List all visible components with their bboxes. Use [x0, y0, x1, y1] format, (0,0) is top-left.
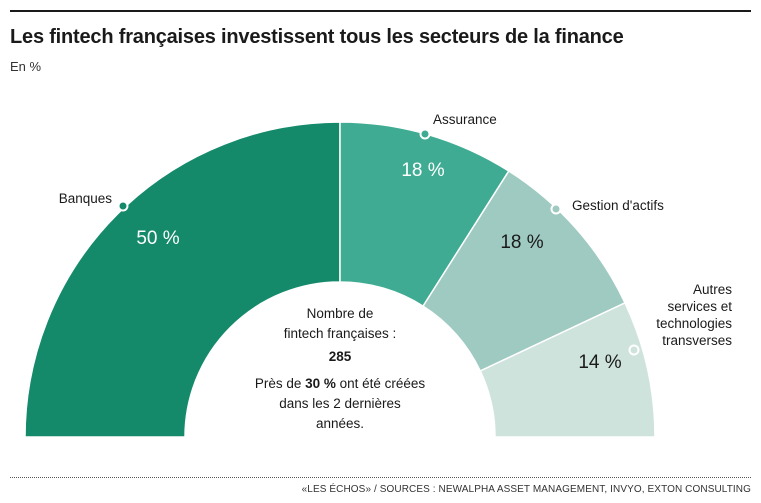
chart-unit: En %	[10, 59, 42, 74]
slice-autres-services-et-technologies-transverses	[479, 301, 656, 438]
marker-gestion-d-actifs	[550, 203, 562, 215]
center-text: Nombre de fintech françaises : 285 Près …	[255, 306, 426, 431]
center-line-1: Nombre de	[307, 306, 374, 321]
value-labels: 50 % 18 % 18 % 14 %	[136, 160, 621, 373]
center-note-line-1: Près de 30 % ont été créées	[255, 376, 426, 391]
category-label-assurance: Assurance	[433, 112, 497, 127]
center-note-bold: 30 %	[305, 376, 336, 391]
slice-banques	[24, 121, 341, 438]
marker-assurance	[419, 128, 431, 140]
bottom-rule	[10, 477, 751, 478]
center-line-2: fintech françaises :	[284, 326, 397, 341]
marker-banques	[117, 200, 129, 212]
category-labels: Banques Assurance Gestion d'actifs Autres se…	[59, 112, 733, 348]
value-label-autres-services-et-technologies-transverses: 14 %	[578, 352, 621, 373]
center-count: 285	[329, 349, 352, 364]
chart-title: Les fintech françaises investissent tous…	[10, 26, 624, 48]
category-label-gestion-d-actifs: Gestion d'actifs	[572, 198, 664, 213]
value-label-banques: 50 %	[136, 228, 179, 249]
marker-autres-services-et-technologies-transverses	[628, 344, 640, 356]
value-label-assurance: 18 %	[401, 160, 444, 181]
source-credit: «LES ÉCHOS» / SOURCES : NEWALPHA ASSET M…	[301, 484, 751, 495]
center-note-line-2: dans les 2 dernières	[279, 396, 401, 411]
center-note-post: ont été créées	[336, 376, 426, 391]
slices-layer	[24, 121, 656, 438]
value-label-gestion-d-actifs: 18 %	[500, 232, 543, 253]
category-label-banques: Banques	[59, 191, 113, 206]
category-label-autres-services-et-technologies-transverses: Autres services et technologies transverses	[656, 282, 732, 348]
markers-layer	[117, 128, 640, 356]
center-note-line-3: années.	[316, 416, 364, 431]
top-rule	[10, 10, 751, 12]
center-note-pre: Près de	[255, 376, 305, 391]
